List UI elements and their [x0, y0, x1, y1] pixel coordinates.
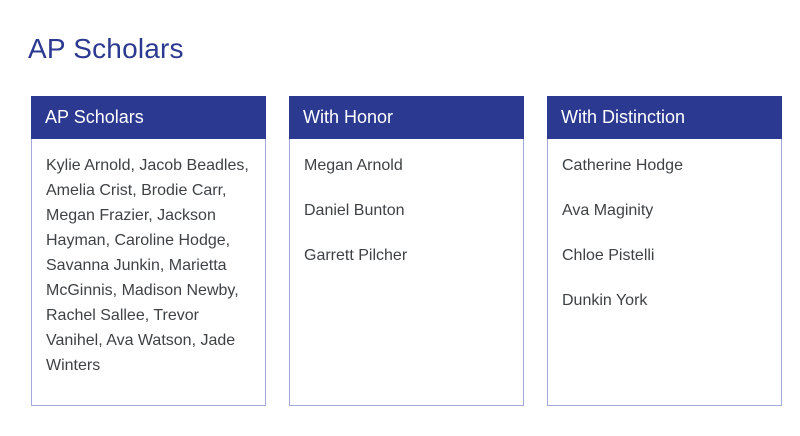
card-body-with-honor: Megan Arnold Daniel Bunton Garrett Pilcher	[290, 139, 523, 268]
name-item: Chloe Pistelli	[562, 247, 655, 264]
name-item: Megan Arnold	[304, 157, 403, 174]
card-header-with-distinction: With Distinction	[547, 96, 782, 139]
name-item: Ava Maginity	[562, 202, 654, 219]
card-with-distinction: With Distinction Catherine Hodge Ava Magi…	[547, 96, 782, 406]
name-item: Catherine Hodge	[562, 157, 683, 174]
card-header-with-honor: With Honor	[289, 96, 524, 139]
name-item: Daniel Bunton	[304, 202, 405, 219]
name-item: Garrett Pilcher	[304, 247, 408, 264]
card-ap-scholars: AP Scholars Kylie Arnold, Jacob Beadles,…	[31, 96, 266, 406]
card-body-ap-scholars: Kylie Arnold, Jacob Beadles, Amelia Cris…	[32, 139, 265, 378]
card-with-honor: With Honor Megan Arnold Daniel Bunton Garr…	[289, 96, 524, 406]
cards-row: AP Scholars Kylie Arnold, Jacob Beadles,…	[31, 96, 782, 406]
page-title: AP Scholars	[28, 33, 184, 64]
name-item: Dunkin York	[562, 292, 648, 309]
names-paragraph: Kylie Arnold, Jacob Beadles, Amelia Cris…	[46, 157, 249, 374]
card-body-with-distinction: Catherine Hodge Ava Maginity Chloe Pistell…	[548, 139, 781, 313]
card-header-ap-scholars: AP Scholars	[31, 96, 266, 139]
